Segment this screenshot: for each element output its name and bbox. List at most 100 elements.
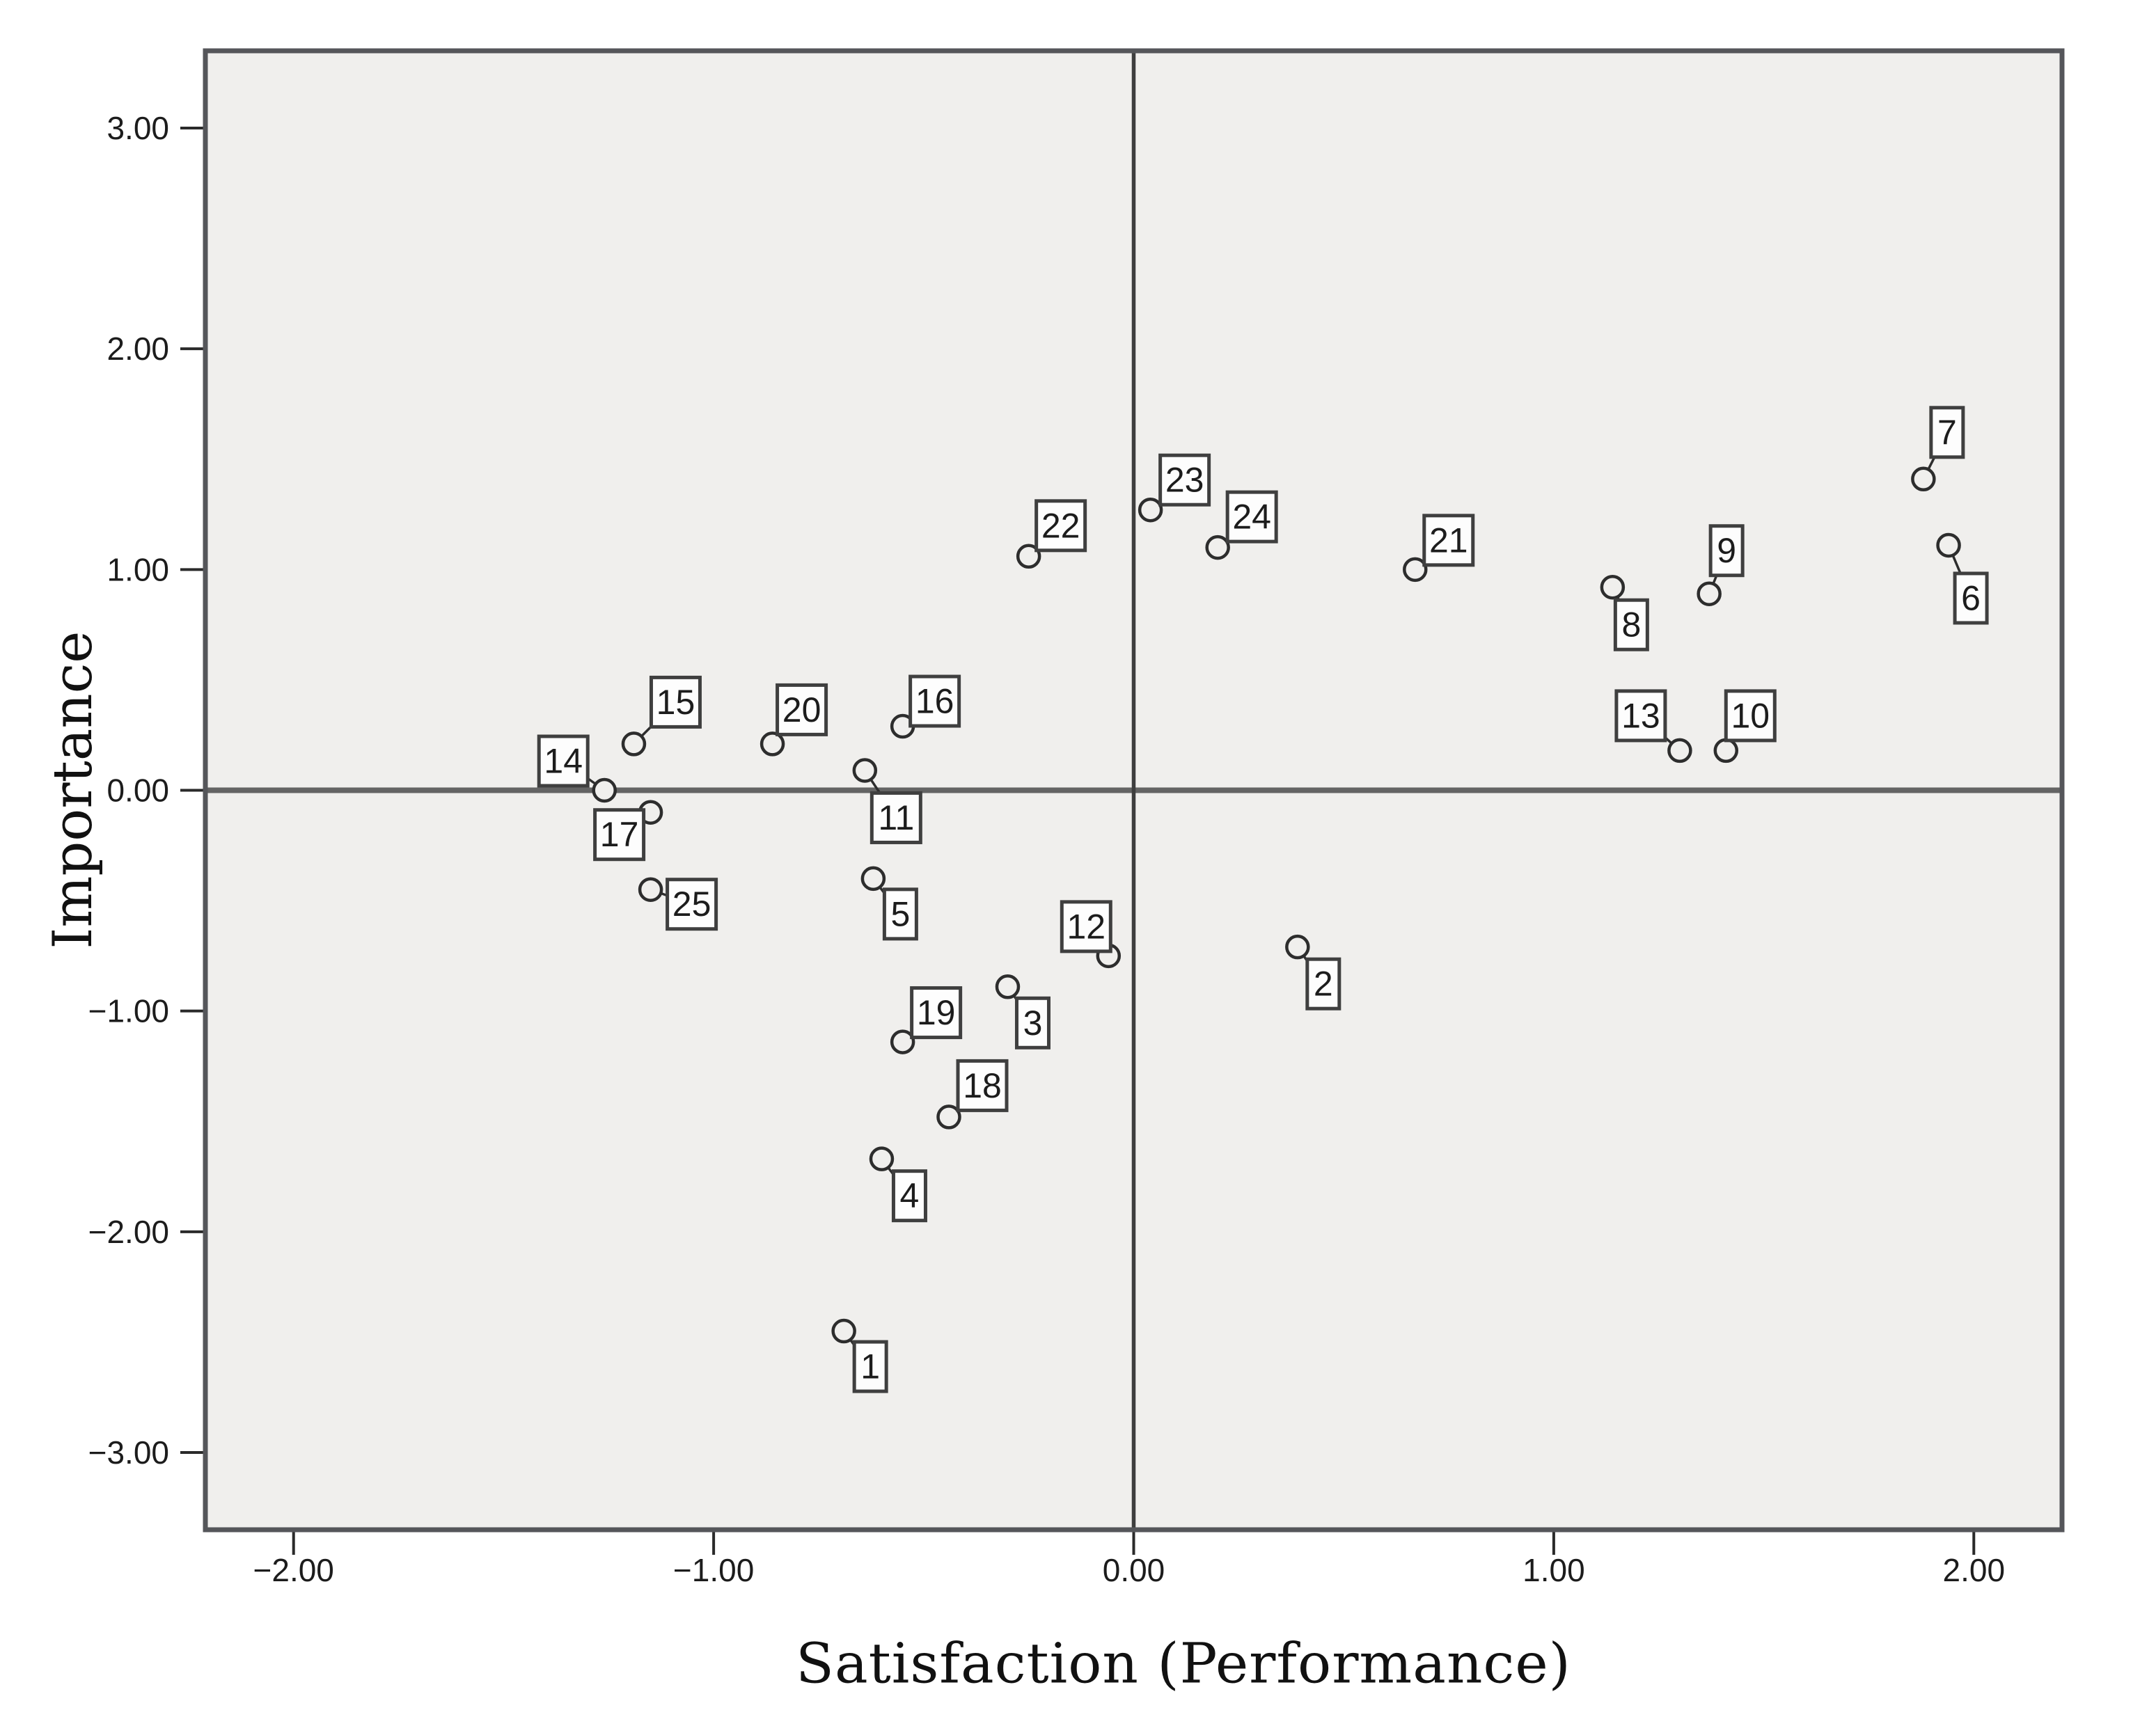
data-point-marker [1600, 574, 1626, 600]
x-tick-label: 0.00 [1103, 1552, 1165, 1588]
data-point-marker [869, 1146, 895, 1171]
point-label: 5 [890, 894, 910, 933]
data-point-marker [1713, 738, 1739, 763]
data-point-marker [1697, 581, 1722, 606]
point-label-box [852, 1340, 888, 1393]
data-point-marker [1911, 466, 1936, 492]
point-label-box [1708, 524, 1745, 578]
data-point-group: 16 [890, 674, 961, 739]
point-label: 15 [656, 683, 695, 722]
data-point-group: 24 [1205, 490, 1278, 560]
y-tick-label: 1.00 [107, 551, 169, 587]
point-label: 10 [1731, 696, 1770, 735]
point-label-box [537, 734, 590, 788]
y-tick-label: −3.00 [88, 1434, 169, 1471]
point-label: 13 [1621, 696, 1660, 735]
data-point-marker [936, 1105, 961, 1130]
point-label-box [1225, 490, 1278, 544]
data-point-marker [852, 758, 878, 783]
point-label: 18 [963, 1066, 1002, 1105]
y-tick-label: 0.00 [107, 773, 169, 809]
point-label: 6 [1961, 578, 1981, 617]
point-label-box [908, 674, 961, 728]
point-label-box [882, 887, 918, 941]
x-axis-title: Satisfaction (Performance) [796, 1631, 1571, 1696]
data-point-group: 25 [638, 877, 718, 931]
data-point-marker [592, 777, 617, 803]
data-point-marker [831, 1318, 856, 1344]
axis-ticks: −2.00 −1.00 0.00 1.00 2.00 3.00 2.00 1.00 0.00 −1… [88, 110, 2005, 1588]
point-label-box [956, 1059, 1009, 1112]
point-label: 20 [782, 690, 821, 729]
data-point-group: 7 [1911, 406, 1965, 492]
point-label-box [1422, 514, 1475, 567]
point-label-box [870, 791, 922, 844]
point-label: 17 [600, 815, 639, 854]
data-point-marker [621, 731, 647, 757]
data-point-marker [1936, 532, 1961, 558]
x-tick-label: −1.00 [673, 1552, 754, 1588]
point-label-box [1614, 689, 1667, 743]
y-tick-label: 2.00 [107, 331, 169, 367]
data-point-group: 19 [890, 986, 963, 1054]
point-label: 12 [1067, 907, 1105, 946]
data-point-group: 6 [1936, 532, 1989, 625]
data-point-marker [1403, 557, 1428, 583]
point-label: 25 [672, 885, 711, 924]
data-point-group: 8 [1600, 574, 1649, 651]
point-label: 11 [878, 798, 914, 837]
point-label: 21 [1429, 521, 1468, 560]
data-point-marker [760, 731, 785, 757]
y-tick-label: 3.00 [107, 110, 169, 146]
data-point-group: 14 [537, 734, 617, 803]
y-tick-label: −1.00 [88, 993, 169, 1029]
x-tick-label: 1.00 [1522, 1552, 1585, 1588]
point-label-box [1613, 598, 1649, 651]
point-label: 4 [900, 1176, 920, 1215]
data-point-group: 9 [1697, 524, 1745, 606]
data-point-group: 13 [1614, 689, 1692, 763]
point-label-box [1034, 499, 1087, 553]
data-point-marker [638, 877, 663, 902]
point-label-box [1158, 453, 1211, 507]
data-point-marker [995, 974, 1021, 999]
data-point-group: 15 [621, 675, 702, 757]
data-point-marker [1205, 535, 1230, 560]
data-point-marker [1667, 738, 1692, 763]
point-label: 3 [1023, 1004, 1043, 1043]
data-point-group: 23 [1138, 453, 1211, 523]
data-point-group: 12 [1060, 900, 1122, 969]
plot-border [203, 48, 2065, 1533]
point-label-box [1060, 900, 1112, 953]
data-point-marker [890, 1029, 915, 1054]
point-label: 22 [1041, 506, 1080, 545]
point-label: 7 [1937, 413, 1957, 452]
x-tick-label: −2.00 [253, 1552, 334, 1588]
point-label: 16 [915, 682, 954, 721]
data-point-group: 20 [760, 683, 828, 757]
data-point-group: 10 [1713, 689, 1777, 763]
point-label-box [593, 808, 646, 862]
point-label: 9 [1717, 531, 1736, 570]
data-point-group: 22 [1016, 499, 1087, 569]
point-label-box [891, 1169, 927, 1223]
data-point-group: 3 [995, 974, 1051, 1050]
point-label-box [1953, 571, 1989, 625]
point-label-box [649, 675, 702, 729]
data-point-group: 2 [1285, 934, 1341, 1011]
data-point-group: 4 [869, 1146, 927, 1223]
data-point-group: 17 [593, 800, 663, 862]
point-label: 23 [1165, 461, 1204, 500]
data-point-marker [1016, 544, 1041, 569]
data-point-group: 21 [1403, 514, 1475, 583]
point-label: 1 [860, 1347, 880, 1386]
data-point-group: 1 [831, 1318, 888, 1393]
point-label: 19 [917, 993, 956, 1032]
point-label-box [1014, 996, 1051, 1050]
y-tick-label: −2.00 [88, 1214, 169, 1250]
point-label: 24 [1232, 498, 1271, 537]
point-label: 14 [544, 742, 583, 781]
point-label: 8 [1621, 605, 1641, 644]
